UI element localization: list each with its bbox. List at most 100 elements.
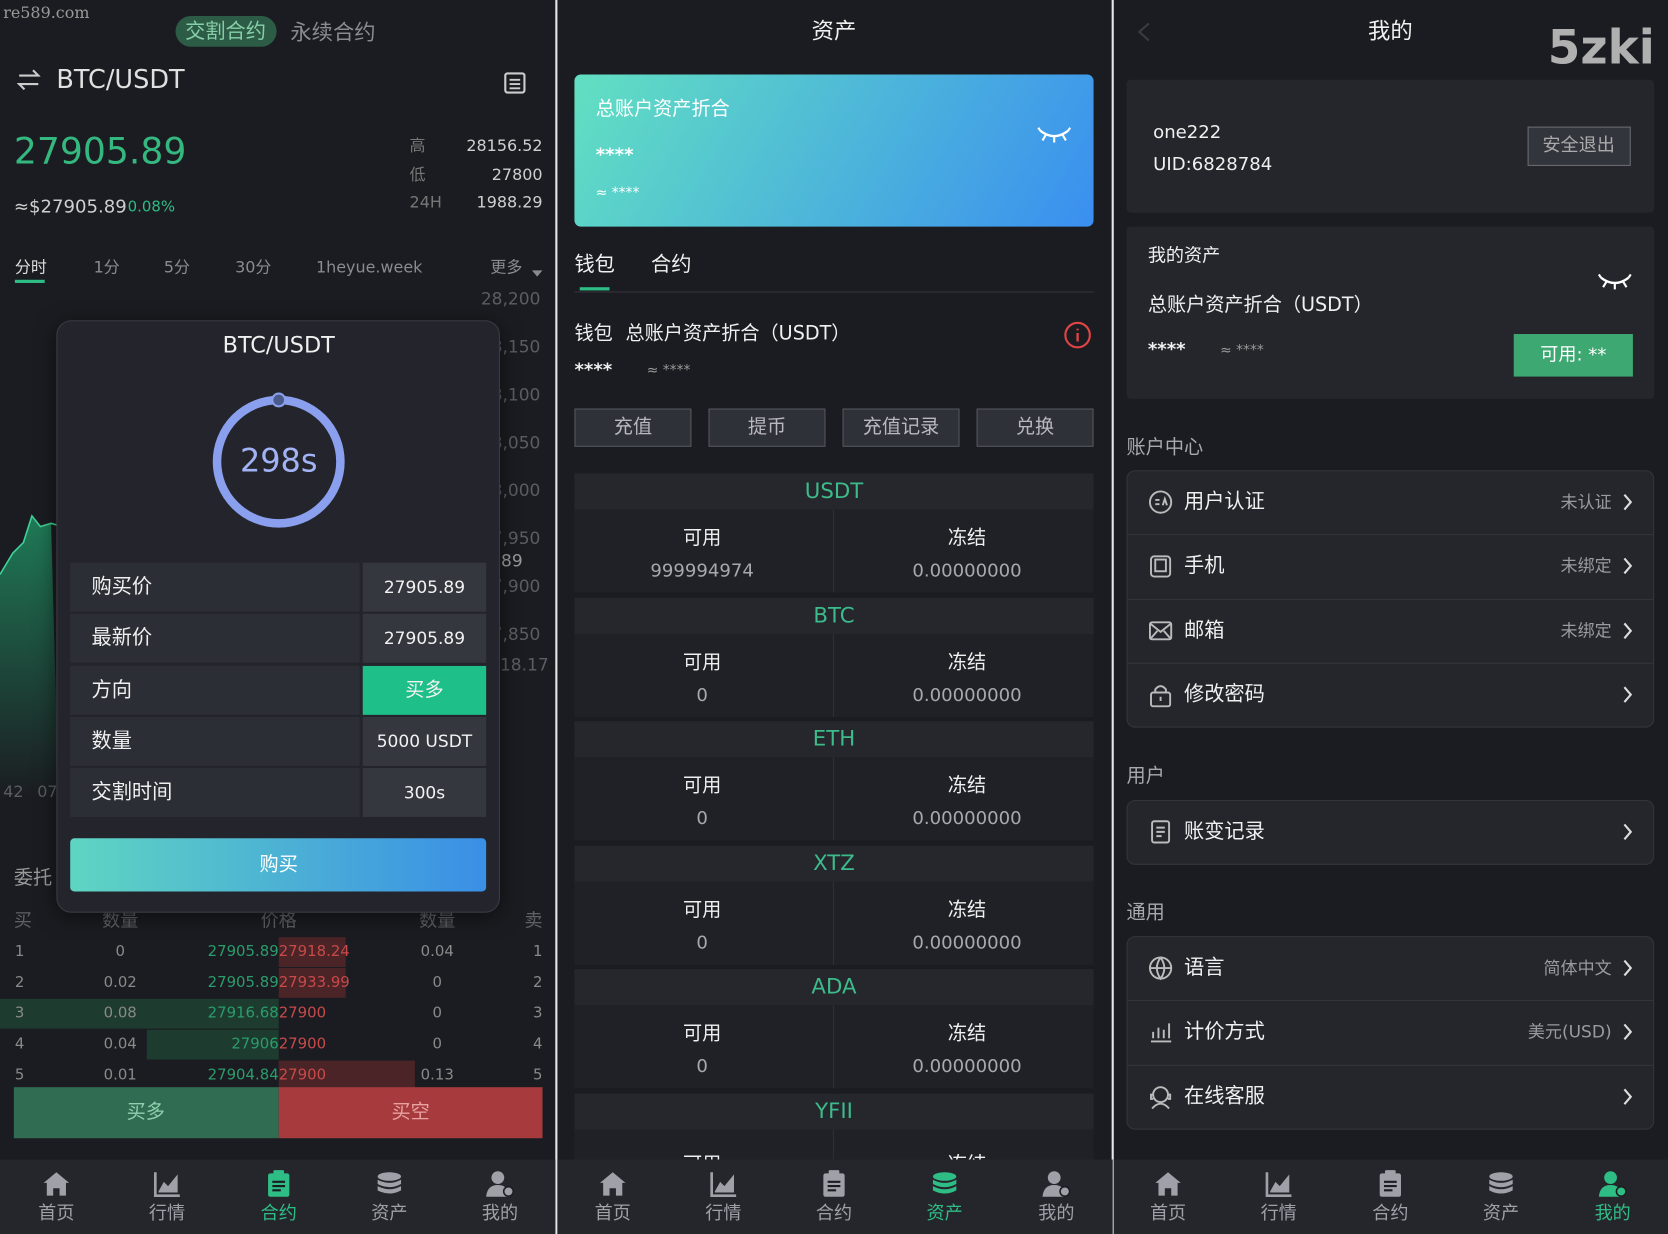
price-axis-label: 8,000 [491,480,541,501]
nav-icon [41,1169,71,1199]
coin-available: 0 [696,932,708,954]
info-icon-graphic [1064,321,1091,349]
stat-label: 低 [409,164,426,184]
nav-label[interactable]: 行情 [148,1202,186,1225]
home-icon [1155,1172,1181,1196]
nav-label[interactable]: 资产 [371,1202,408,1225]
menu-label[interactable]: 在线客服 [1183,1084,1265,1108]
orders-header: 卖 [524,910,543,932]
contract-icon-lines [272,1180,286,1192]
order-buy-price: 27906 [231,1035,279,1053]
nav-label[interactable]: 行情 [705,1202,742,1225]
interval-tab[interactable]: 分时 [14,257,47,277]
coin-frozen-label: 冻结 [947,526,987,550]
order-index: 4 [533,1035,543,1053]
market-icon [153,1172,180,1198]
wallet-action-label[interactable]: 兑换 [1015,416,1055,439]
modal-row-value: 5000 USDT [376,731,473,752]
nav-label[interactable]: 首页 [594,1202,631,1225]
nav-label[interactable]: 合约 [260,1202,297,1225]
available-label[interactable]: 可用: ** [1540,344,1607,366]
nav-label[interactable]: 资产 [1482,1202,1520,1225]
interval-tab[interactable]: 5分 [163,257,190,277]
watermark: 5zki [1547,20,1655,76]
order-buy-price: 27905.89 [207,943,279,961]
nav-icon-graphic [43,1172,70,1196]
nav-icon [819,1169,849,1199]
menu-divider [1127,598,1654,600]
menu-value: 美元(USD) [1527,1021,1612,1043]
tab-pill-active[interactable] [175,15,277,47]
logout-button[interactable] [1527,126,1631,166]
menu-icon [1148,618,1174,644]
wallet-action-label[interactable]: 充值记录 [862,416,940,439]
order-index: 3 [14,1004,25,1022]
wallet-action-label[interactable]: 充值 [613,416,653,439]
nav-label[interactable]: 我的 [481,1202,519,1225]
menu-label[interactable]: 账变记录 [1183,819,1265,844]
coin-body [574,633,1094,717]
menu-chevron-graphic [1623,686,1633,703]
depth-bar-sell [278,937,346,967]
menu-chevron [1622,822,1633,841]
menu-label[interactable]: 语言 [1183,955,1225,980]
wallet-action-label[interactable]: 提币 [747,416,787,439]
available-button[interactable] [1513,334,1633,377]
menu-label[interactable]: 计价方式 [1183,1020,1265,1044]
nav-label[interactable]: 行情 [1260,1202,1297,1225]
wallet-tab[interactable]: 合约 [651,252,692,277]
interval-tab[interactable]: 1分 [93,257,120,277]
time-axis-label: 42 [3,781,24,802]
nav-label[interactable]: 我的 [1038,1202,1075,1225]
interval-tab[interactable]: 1heyue.week [315,257,423,277]
nav-label[interactable]: 资产 [926,1202,963,1225]
nav-label[interactable]: 合约 [815,1202,853,1225]
wallet-action[interactable] [976,408,1094,447]
nav-icon [1598,1169,1628,1199]
card-label: 总账户资产折合 [595,98,730,121]
order-buy-price: 27905.89 [207,973,279,992]
nav-icon-graphic [1265,1172,1292,1198]
modal-row-label: 交割时间 [91,780,173,804]
menu-value: 简体中文 [1543,957,1612,979]
price-area [0,511,64,798]
icon-shape [1148,620,1173,640]
interval-tab[interactable]: 30分 [235,257,272,277]
buy-long-label[interactable]: 买多 [126,1101,165,1124]
menu-label[interactable]: 手机 [1183,554,1225,578]
eye-lashes [1597,273,1632,290]
coin-divider [832,633,835,717]
modal-row-value-cell [362,716,487,766]
coin-available-label: 可用 [682,1022,722,1046]
price-line [0,514,59,575]
interval-tab[interactable]: 更多 [490,257,523,277]
swap-icon-graphic [16,69,41,91]
menu-label[interactable]: 邮箱 [1183,618,1225,642]
wallet-action[interactable] [842,408,960,447]
nav-label[interactable]: 首页 [1149,1202,1187,1225]
contract-tab[interactable]: 交割合约 [185,19,266,44]
nav-icon [485,1169,515,1199]
watermark: re589.com [3,3,90,23]
buy-long-button[interactable] [13,1087,279,1139]
nav-label[interactable]: 首页 [38,1202,75,1225]
buy-short-button[interactable] [278,1087,543,1139]
wallet-tab[interactable]: 钱包 [574,252,615,277]
contract-tab[interactable]: 永续合约 [290,19,376,45]
buy-short-label[interactable]: 买空 [391,1101,430,1124]
coin-body [574,881,1094,965]
icon-shape [1148,490,1173,514]
nav-label[interactable]: 合约 [1372,1202,1409,1225]
modal-row-label: 购买价 [91,575,153,599]
nav-label[interactable]: 我的 [1594,1202,1631,1225]
modal-buy-button[interactable] [70,838,487,892]
wallet-action[interactable] [708,408,826,447]
modal-buy-label[interactable]: 购买 [259,853,298,876]
logout-label[interactable]: 安全退出 [1542,134,1615,157]
order-index: 5 [533,1066,543,1084]
menu-label[interactable]: 修改密码 [1183,682,1265,706]
menu-label[interactable]: 用户认证 [1183,489,1265,514]
eye-toggle [1037,124,1072,145]
contract-icon-clip [1385,1170,1396,1177]
wallet-action[interactable] [574,408,692,447]
